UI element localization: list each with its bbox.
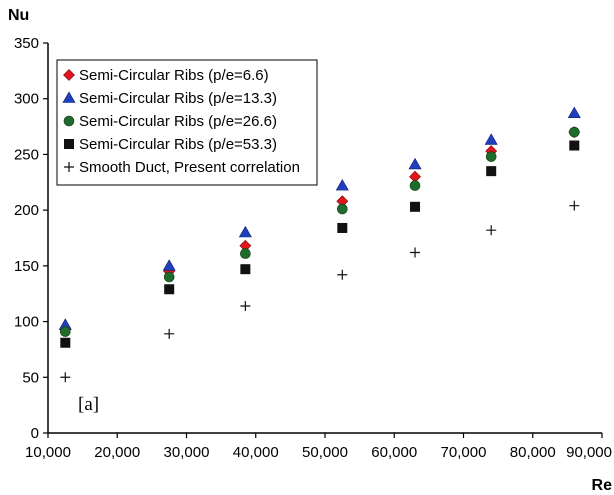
data-point	[240, 300, 251, 311]
data-point	[486, 166, 497, 177]
series-4	[60, 140, 580, 348]
data-point	[164, 328, 175, 339]
legend-entry: Semi-Circular Ribs (p/e=26.6)	[63, 113, 277, 130]
tick-labels: 0 50 100 150 200 250 300 350 10,000 20,000 30,000 4…	[14, 35, 612, 461]
x-tick-label: 50,000	[302, 444, 348, 461]
data-point	[486, 225, 497, 236]
data-point	[485, 151, 497, 162]
data-point	[60, 372, 71, 383]
data-point	[240, 264, 251, 275]
legend-marker	[64, 139, 74, 149]
series-3	[60, 126, 580, 337]
data-point	[238, 225, 252, 238]
data-point	[60, 326, 71, 337]
data-point	[567, 106, 581, 118]
data-point	[569, 200, 580, 211]
series-2	[58, 106, 581, 330]
x-tick-label: 60,000	[371, 444, 417, 461]
y-tick-label: 350	[14, 35, 39, 52]
legend-marker	[64, 162, 74, 172]
legend-marker	[62, 91, 76, 103]
legend-entry: Semi-Circular Ribs (p/e=6.6)	[63, 67, 269, 84]
x-tick-label: 70,000	[441, 444, 487, 461]
data-point	[568, 126, 580, 138]
panel-annotation: [a]	[78, 394, 99, 415]
y-tick-label: 100	[14, 314, 39, 331]
legend-label: Semi-Circular Ribs (p/e=26.6)	[79, 113, 277, 130]
data-point	[409, 180, 421, 191]
data-point	[408, 157, 422, 170]
series-5	[60, 200, 580, 383]
legend-marker	[63, 69, 75, 81]
axes	[43, 42, 603, 438]
legend-entry: Semi-Circular Ribs (p/e=13.3)	[62, 90, 277, 107]
y-tick-label: 150	[14, 258, 39, 275]
legend-label: Semi-Circular Ribs (p/e=6.6)	[79, 67, 269, 84]
data-marks	[58, 106, 581, 383]
data-point	[60, 337, 71, 348]
data-point	[335, 179, 349, 191]
x-tick-label: 30,000	[164, 444, 210, 461]
data-point	[337, 203, 348, 215]
x-tick-label: 10,000	[25, 444, 71, 461]
x-tick-label: 40,000	[233, 444, 279, 461]
legend-label: Semi-Circular Ribs (p/e=13.3)	[79, 90, 277, 107]
legend-marker	[63, 115, 75, 127]
x-tick-label: 20,000	[94, 444, 140, 461]
y-tick-label: 300	[14, 91, 39, 108]
x-tick-label: 80,000	[510, 444, 556, 461]
data-point	[337, 222, 348, 233]
data-point	[337, 269, 348, 280]
legend-entry: Smooth Duct, Present correlation	[64, 159, 300, 176]
data-point	[484, 133, 498, 145]
data-point	[162, 259, 176, 271]
data-point	[163, 271, 175, 283]
legend-entry: Semi-Circular Ribs (p/e=53.3)	[64, 136, 277, 153]
y-tick-label: 50	[22, 369, 39, 386]
y-tick-label: 200	[14, 202, 39, 219]
data-point	[410, 247, 421, 258]
data-point	[569, 140, 580, 151]
legend: Semi-Circular Ribs (p/e=6.6) Semi-Circula…	[56, 59, 318, 186]
y-tick-label: 0	[31, 425, 39, 442]
x-axis-title: Re	[592, 477, 613, 494]
legend-label: Smooth Duct, Present correlation	[79, 159, 300, 176]
data-point	[240, 248, 251, 259]
y-axis-title: Nu	[8, 7, 29, 24]
legend-label: Semi-Circular Ribs (p/e=53.3)	[79, 136, 277, 153]
y-tick-label: 250	[14, 146, 39, 163]
data-point	[410, 201, 421, 212]
x-tick-label: 90,000	[566, 444, 612, 461]
legend-box	[56, 59, 318, 186]
data-point	[164, 284, 175, 295]
